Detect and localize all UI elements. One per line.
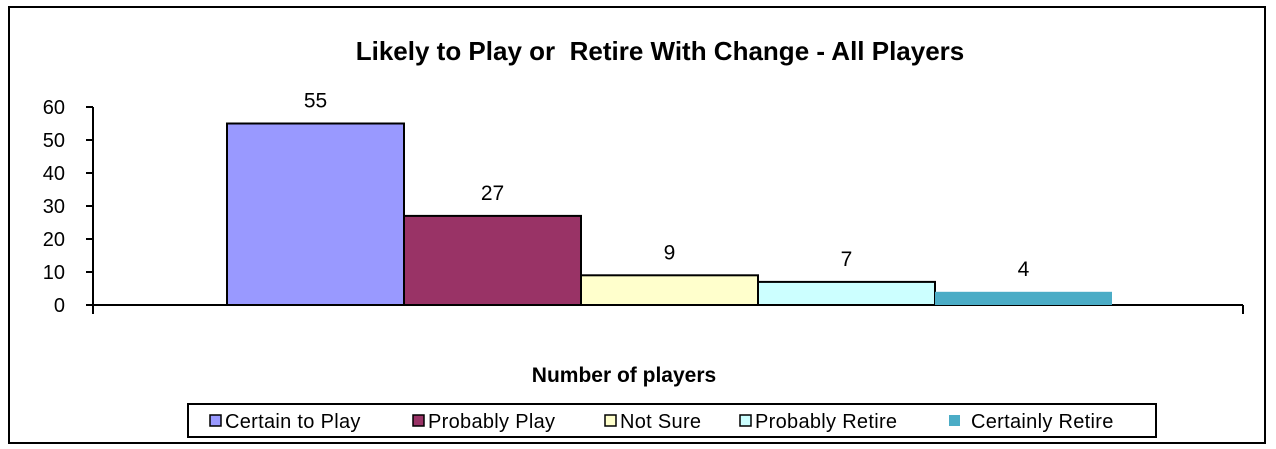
legend-box [187,403,1157,438]
y-tick-label: 10 [43,262,65,284]
data-label: 7 [841,248,853,271]
legend-swatch [739,414,752,427]
y-tick-label: 0 [54,295,65,317]
legend-label: Probably Retire [755,411,897,433]
x-axis [92,304,1244,314]
y-tick-label: 50 [43,130,65,152]
legend-label: Not Sure [620,411,701,433]
legend: Certain to Play Probably Play Not Sure Prob… [187,403,1157,438]
data-labels: 55 27 9 7 4 [304,90,1030,281]
legend-swatch [604,414,617,427]
legend-swatch [949,415,960,426]
bar-probably-play [403,214,582,306]
legend-swatch [412,414,425,427]
y-tick-label: 40 [43,163,65,185]
data-label: 4 [1018,258,1030,281]
y-tick-label: 30 [43,196,65,218]
data-label: 9 [664,241,676,264]
y-tick-label: 20 [43,229,65,251]
y-axis: 0 10 20 30 40 50 60 [43,97,94,317]
legend-swatch [209,414,222,427]
bar-certain-to-play [226,122,405,306]
bar-probably-retire [757,280,936,306]
chart-title: Likely to Play or Retire With Change - A… [356,36,965,66]
data-label: 27 [481,182,504,205]
legend-label: Certainly Retire [971,411,1114,433]
data-label: 55 [304,90,327,113]
bar-certainly-retire [935,291,1112,305]
chart-frame [8,6,1266,444]
x-axis-label: Number of players [532,364,716,387]
bars [226,122,1112,306]
legend-label: Certain to Play [225,411,361,433]
y-tick-label: 60 [43,97,65,119]
bar-not-sure [580,274,759,306]
legend-label: Probably Play [428,411,555,433]
